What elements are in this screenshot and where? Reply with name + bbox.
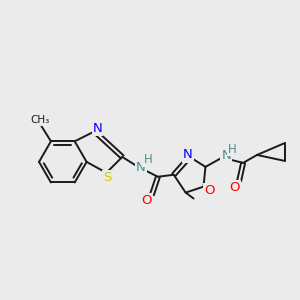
Text: O: O (229, 181, 239, 194)
Text: H: H (144, 153, 152, 167)
Text: O: O (204, 184, 215, 197)
Text: N: N (221, 149, 231, 162)
Text: O: O (141, 194, 151, 207)
Text: CH₃: CH₃ (30, 116, 50, 125)
Text: N: N (93, 122, 102, 135)
Text: H: H (228, 142, 237, 155)
Text: N: N (183, 148, 193, 161)
Text: S: S (103, 171, 112, 184)
Text: N: N (136, 161, 146, 174)
